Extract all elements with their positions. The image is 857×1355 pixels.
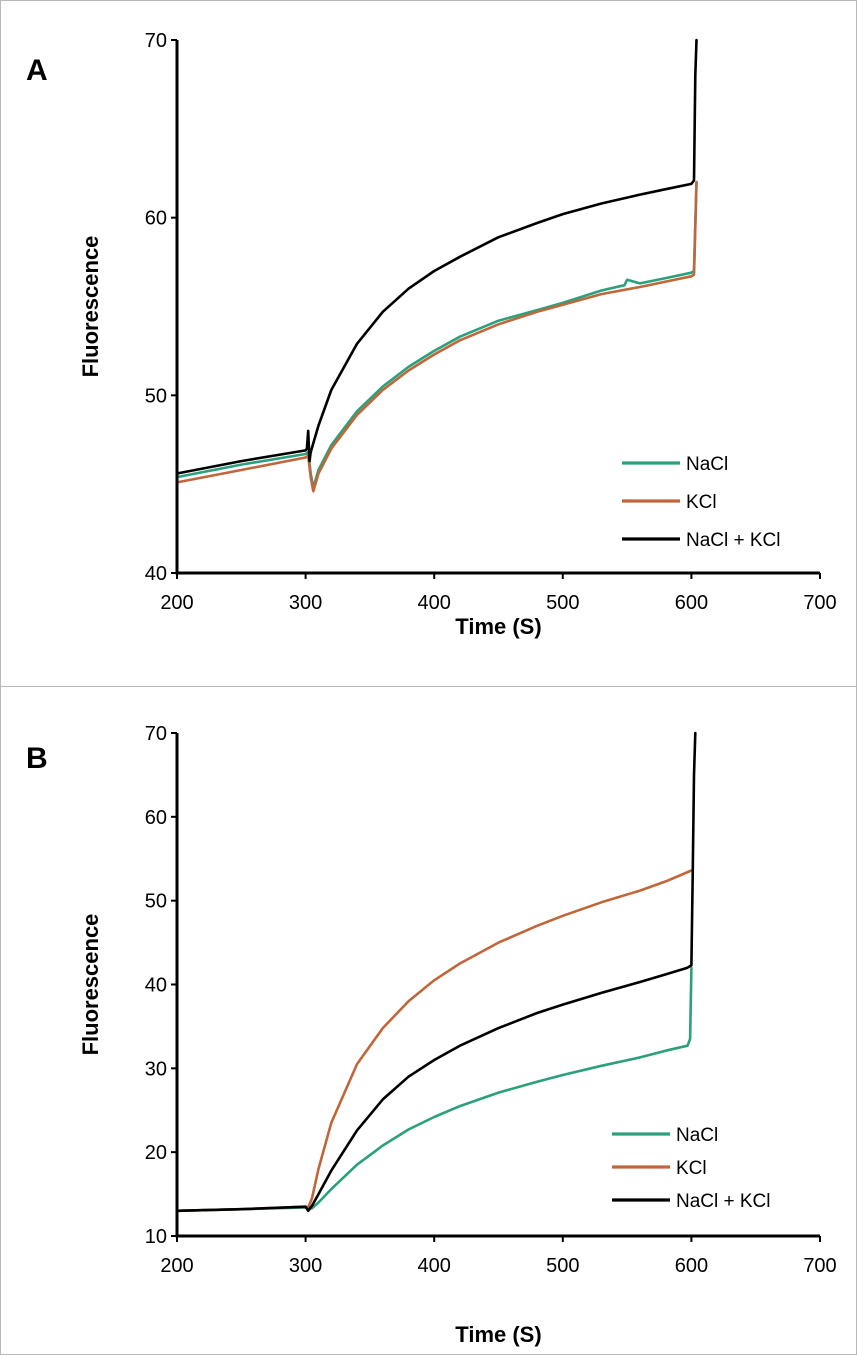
panel-a-legend-label-0: NaCl	[686, 454, 728, 475]
panel-b-x-tick-label-5: 700	[803, 1255, 836, 1277]
panel-b-series-line-2	[175, 731, 697, 1213]
panel-b-x-tick-label-4: 600	[675, 1255, 708, 1277]
panel-b-x-axis-title: Time (S)	[455, 1322, 541, 1347]
panel-a-x-tick-label-1: 300	[289, 592, 322, 614]
panel-b-y-tick-label-4: 50	[145, 891, 167, 913]
panel-a-series-line-0	[175, 180, 698, 490]
panel-a-x-tick-label-5: 700	[803, 592, 836, 614]
panel-b-y-tick-label-5: 60	[145, 807, 167, 829]
panel-a-y-tick-label-2: 60	[145, 208, 167, 230]
panel-b-x-tick-label-0: 200	[160, 1255, 193, 1277]
panel-a-x-tick-label-4: 600	[675, 592, 708, 614]
panel-b-series-line-1	[175, 869, 693, 1213]
panel-a-letter: A	[26, 54, 48, 87]
panel-b-y-tick-label-0: 10	[145, 1226, 167, 1248]
panel-a-series-line-2	[175, 38, 698, 475]
panel-a-y-axis-title: Fluorescence	[78, 236, 103, 378]
panel-a-x-tick-label-0: 200	[160, 592, 193, 614]
panel-a-x-tick-label-3: 500	[546, 592, 579, 614]
panel-b-y-tick-label-3: 40	[145, 975, 167, 997]
panel-a-legend-label-1: KCl	[686, 492, 717, 513]
panel-b-legend-label-2: NaCl + KCl	[676, 1191, 771, 1212]
panel-b-x-tick-label-3: 500	[546, 1255, 579, 1277]
panel-a-x-axis-title: Time (S)	[455, 614, 541, 639]
panel-b-y-tick-label-2: 30	[145, 1058, 167, 1080]
panel-b-series-line-0	[175, 966, 693, 1213]
panel-b-legend-label-1: KCl	[676, 1158, 707, 1179]
panel-b-y-tick-label-1: 20	[145, 1142, 167, 1164]
panel-a-legend-label-2: NaCl + KCl	[686, 530, 781, 551]
panel-b-y-tick-label-6: 70	[145, 723, 167, 745]
panel-a-y-tick-label-3: 70	[145, 30, 167, 52]
panel-a-frame	[0, 0, 857, 687]
panel-a-y-tick-label-0: 40	[145, 563, 167, 585]
panel-b-x-tick-label-1: 300	[289, 1255, 322, 1277]
panel-b-x-tick-label-2: 400	[418, 1255, 451, 1277]
panel-a-series-line-1	[175, 180, 698, 493]
panel-a-x-tick-label-2: 400	[418, 592, 451, 614]
panel-b-y-axis-title: Fluorescence	[78, 914, 103, 1056]
panel-b-letter: B	[26, 742, 48, 775]
panel-b-legend-label-0: NaCl	[676, 1125, 718, 1146]
panel-a-y-tick-label-1: 50	[145, 385, 167, 407]
